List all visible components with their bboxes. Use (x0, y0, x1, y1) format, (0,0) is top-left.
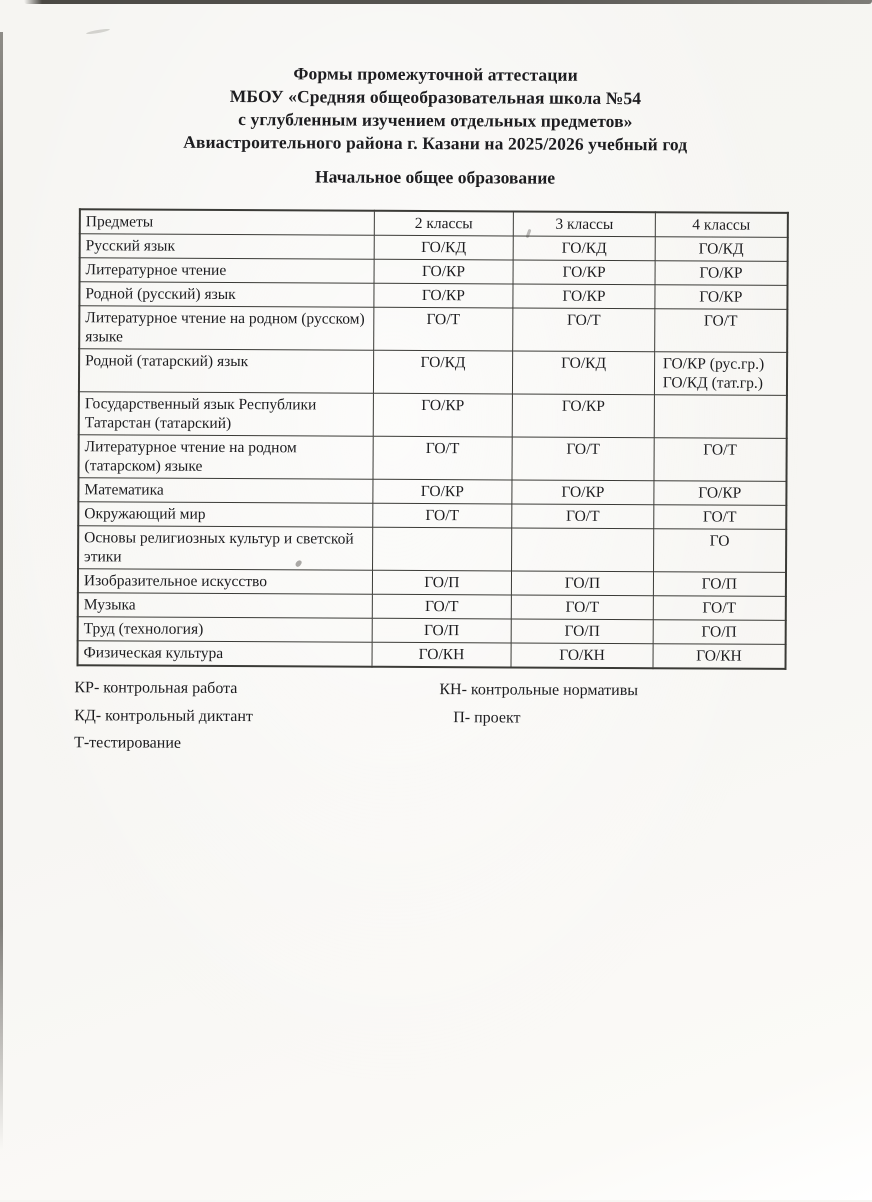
grade2-cell: ГО/КР (373, 259, 514, 284)
grade2-cell: ГО/КД (373, 350, 513, 394)
subject-cell: Окружающий мир (78, 501, 373, 528)
table-row: Литературное чтение на родном (русском) … (79, 305, 788, 353)
grade4-cell: ГО/Т (653, 595, 786, 621)
table-row: Литературное чтение ГО/КР ГО/КР ГО/КР (79, 257, 788, 286)
abbreviation-legend: КР- контрольная работа КД- контрольный д… (68, 674, 788, 760)
grade3-cell: ГО/Т (511, 503, 654, 529)
header-grade-2: 2 классы (373, 210, 514, 236)
title-line-4: Авиастроительного района г. Казани на 20… (183, 131, 688, 155)
legend-item-p: П- проект (453, 708, 521, 727)
legend-item-kn: КН- контрольные нормативы (439, 681, 639, 700)
table-row: Музыка ГО/Т ГО/Т ГО/Т (77, 592, 786, 621)
grade4-cell: ГО/КР (654, 260, 788, 286)
grade3-cell: ГО/Т (512, 436, 655, 481)
grade4-cell: ГО/КР (654, 284, 788, 310)
scan-edge-left (0, 32, 3, 1150)
subject-cell: Русский язык (79, 233, 374, 260)
table-row: Государственный язык Республики Татарста… (78, 391, 787, 439)
subject-cell: Физическая культура (77, 640, 372, 667)
grade4-cell (654, 394, 787, 439)
grade2-cell: ГО/КД (373, 235, 514, 260)
grade3-cell: ГО/КН (511, 642, 653, 669)
grade3-cell: ГО/КД (512, 350, 655, 395)
header-grade-4: 4 классы (655, 212, 788, 238)
table-row: Родной (русский) язык ГО/КР ГО/КР ГО/КР (79, 281, 788, 310)
grade3-cell (511, 527, 654, 572)
subject-cell: Математика (78, 477, 373, 504)
grade2-cell: ГО/Т (372, 436, 513, 480)
grade4-cell: ГО/КР (653, 480, 787, 506)
grade2-cell: ГО/КР (373, 283, 514, 308)
section-title: Начальное общее образование (315, 166, 556, 188)
subject-cell: Государственный язык Республики Татарста… (78, 391, 374, 437)
grade2-cell: ГО/П (371, 618, 512, 643)
grade4-cell: ГО/Т (654, 308, 788, 353)
attestation-table: Предметы 2 классы 3 классы 4 классы Русс… (76, 208, 789, 670)
grade2-cell: ГО/Т (372, 503, 513, 528)
subject-cell: Литературное чтение (79, 257, 374, 284)
subject-cell: Родной (татарский) язык (78, 348, 374, 394)
table-row: Литературное чтение на родном (татарском… (78, 434, 787, 482)
header-subjects: Предметы (79, 209, 375, 236)
grade2-cell: ГО/П (372, 570, 512, 595)
grade4-cell: ГО/П (652, 619, 786, 645)
grade3-cell: ГО/КД (513, 235, 656, 261)
subject-cell: Изобразительное искусство (77, 568, 373, 595)
grade3-cell: ГО/КР (513, 259, 655, 285)
legend-left-column: КР- контрольная работа КД- контрольный д… (68, 674, 439, 758)
legend-item-kd: КД- контрольный диктант (74, 706, 253, 725)
table-row: Математика ГО/КР ГО/КР ГО/КР (78, 477, 787, 506)
table-row: Родной (татарский) язык ГО/КД ГО/КД ГО/К… (78, 348, 788, 396)
legend-item-kr: КР- контрольная работа (74, 679, 238, 698)
table-row: Русский язык ГО/КД ГО/КД ГО/КД (79, 233, 788, 262)
grade2-cell (372, 527, 512, 571)
subject-cell: Труд (технология) (77, 616, 372, 643)
grade2-cell: ГО/КР (372, 479, 513, 504)
grade3-cell: ГО/КР (512, 479, 654, 505)
subject-cell: Родной (русский) язык (79, 281, 374, 308)
grade4-cell: ГО/КР (рус.гр.) ГО/КД (тат.гр.) (654, 351, 788, 396)
grade4-cell: ГО/КН (652, 643, 786, 669)
table-row: Физическая культура ГО/КН ГО/КН ГО/КН (77, 640, 786, 669)
subject-cell: Основы религиозных культур и светской эт… (78, 525, 373, 571)
legend-item-t: Т-тестирование (74, 734, 182, 752)
grade2-cell: ГО/КН (371, 642, 512, 668)
subject-cell: Литературное чтение на родном (русском) … (79, 305, 374, 351)
grade3-cell: ГО/Т (511, 594, 654, 620)
subject-cell: Музыка (77, 592, 373, 619)
grade4-cell: ГО (653, 528, 787, 573)
scan-edge-top (24, 0, 872, 4)
table-row: Изобразительное искусство ГО/П ГО/П ГО/П (77, 568, 787, 597)
table-header-row: Предметы 2 классы 3 классы 4 классы (79, 209, 788, 238)
grade4-cell: ГО/П (653, 571, 787, 597)
grade2-cell: ГО/Т (373, 307, 514, 351)
document-title: Формы промежуточной аттестации МБОУ «Сре… (0, 61, 872, 158)
grade2-cell: ГО/КР (372, 393, 513, 437)
table-row: Основы религиозных культур и светской эт… (78, 525, 787, 573)
subject-cell: Литературное чтение на родном (татарском… (78, 434, 373, 480)
header-grade-3: 3 классы (513, 211, 656, 237)
legend-right-column: КН- контрольные нормативы П- проект (439, 676, 638, 760)
grade3-cell: ГО/Т (512, 307, 655, 352)
grade3-cell: ГО/КР (513, 283, 655, 309)
table-row: Окружающий мир ГО/Т ГО/Т ГО/Т (78, 501, 787, 530)
grade4-cell: ГО/Т (653, 504, 787, 530)
table-row: Труд (технология) ГО/П ГО/П ГО/П (77, 616, 786, 645)
grade3-cell: ГО/П (511, 618, 654, 644)
grade3-cell: ГО/П (511, 570, 654, 596)
grade2-cell: ГО/Т (371, 594, 512, 619)
grade3-cell: ГО/КР (512, 393, 655, 438)
grade4-cell: ГО/Т (653, 437, 787, 482)
grade4-cell: ГО/КД (654, 236, 788, 262)
